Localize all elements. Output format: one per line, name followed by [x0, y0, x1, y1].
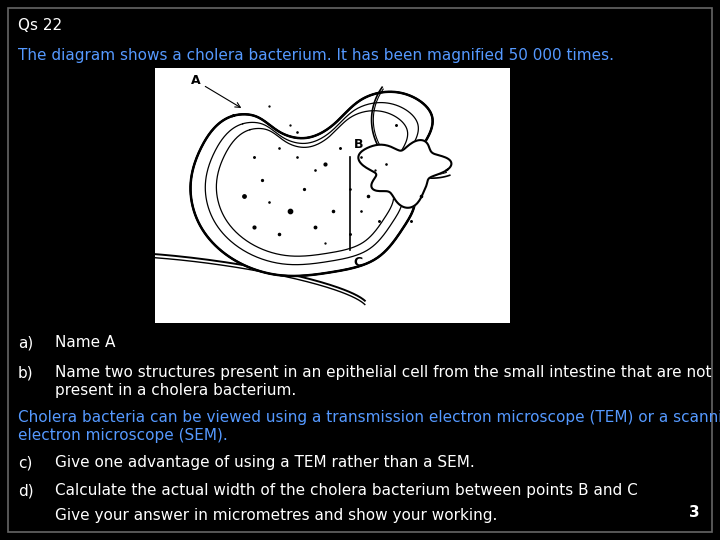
- Text: b): b): [18, 365, 34, 380]
- Text: The diagram shows a cholera bacterium. It has been magnified 50 000 times.: The diagram shows a cholera bacterium. I…: [18, 48, 614, 63]
- Text: C: C: [354, 256, 363, 269]
- Text: a): a): [18, 335, 33, 350]
- Polygon shape: [359, 140, 451, 208]
- Polygon shape: [191, 92, 433, 276]
- Text: A: A: [191, 74, 240, 107]
- Text: Give your answer in micrometres and show your working.: Give your answer in micrometres and show…: [55, 508, 498, 523]
- Text: Give one advantage of using a TEM rather than a SEM.: Give one advantage of using a TEM rather…: [55, 455, 474, 470]
- Text: Name A: Name A: [55, 335, 115, 350]
- Text: c): c): [18, 455, 32, 470]
- Text: 3: 3: [689, 505, 700, 520]
- Polygon shape: [191, 92, 433, 276]
- Text: electron microscope (SEM).: electron microscope (SEM).: [18, 428, 228, 443]
- Text: B: B: [354, 138, 364, 151]
- Text: Cholera bacteria can be viewed using a transmission electron microscope (TEM) or: Cholera bacteria can be viewed using a t…: [18, 410, 720, 425]
- Bar: [155, 68, 510, 323]
- Text: d): d): [18, 483, 34, 498]
- Text: Calculate the actual width of the cholera bacterium between points B and C: Calculate the actual width of the choler…: [55, 483, 638, 498]
- Text: Name two structures present in an epithelial cell from the small intestine that : Name two structures present in an epithe…: [55, 365, 711, 380]
- Polygon shape: [191, 92, 433, 276]
- Text: Qs 22: Qs 22: [18, 18, 62, 33]
- Text: present in a cholera bacterium.: present in a cholera bacterium.: [55, 383, 296, 398]
